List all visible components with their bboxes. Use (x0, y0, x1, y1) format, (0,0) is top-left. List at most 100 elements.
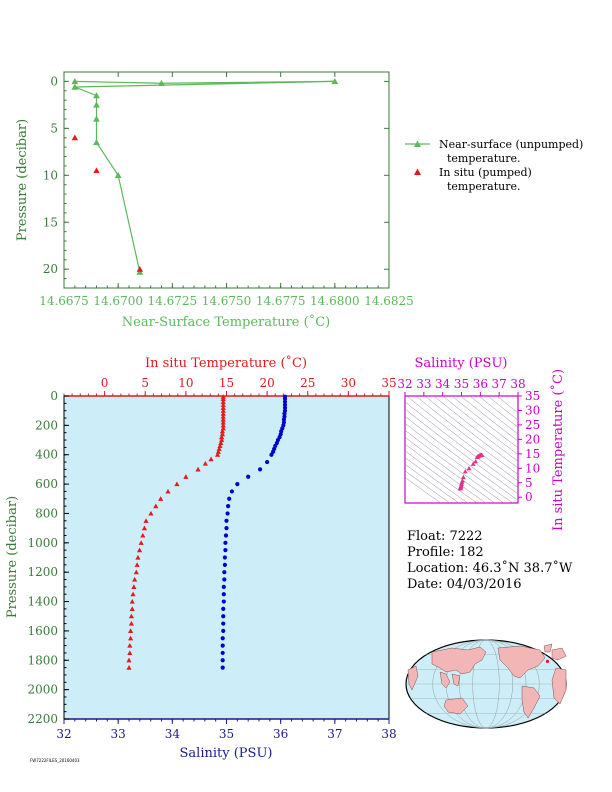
temperature-point (127, 642, 133, 648)
salinity-point (282, 402, 288, 407)
profile-salinity-tick-label: 37 (327, 727, 342, 741)
ts-isopycnal (405, 450, 478, 503)
profile-y-tick-label: 800 (35, 506, 58, 520)
ts-x-tick-label: 34 (435, 377, 451, 391)
ts-isopycnal (405, 470, 451, 503)
profile-y-tick-label: 2200 (27, 712, 58, 726)
map-land-greenland (543, 643, 553, 653)
ts-isopycnal (405, 415, 518, 501)
near-surface-x-tick-label: 14.6750 (202, 294, 252, 308)
ts-y-tick-label: 25 (525, 418, 540, 432)
temperature-point (183, 474, 189, 479)
ts-isopycnal (415, 396, 518, 475)
ts-isopycnal (424, 396, 518, 469)
temperature-point (216, 446, 222, 451)
profile-y-tick-label: 0 (50, 389, 58, 403)
salinity-point (221, 592, 226, 597)
temperature-point (130, 591, 136, 597)
salinity-point (221, 614, 226, 619)
salinity-point (220, 650, 225, 656)
salinity-point (223, 540, 228, 545)
ts-isopycnal (405, 457, 469, 503)
profile-salinity-tick-label: 36 (273, 727, 288, 741)
profile-temp-tick-label: 30 (341, 376, 356, 390)
temperature-point (128, 613, 135, 619)
temperature-point (131, 584, 137, 589)
salinity-point (282, 399, 288, 404)
near-surface-point (71, 83, 79, 90)
ts-y-tick-label: 35 (525, 389, 540, 403)
salinity-point (221, 584, 226, 589)
ts-isopycnal (406, 396, 518, 482)
ts-isopycnal (405, 401, 518, 488)
ts-y-tick-label: 20 (525, 432, 540, 446)
near-surface-x-tick-label: 14.6675 (39, 294, 89, 308)
temperature-point (132, 576, 138, 582)
profile-chart: 0 5 10 15 20 25 30 35 32 33 34 35 36 37 38 0 200 400 600… (5, 355, 397, 761)
ts-isopycnal (405, 436, 496, 503)
temperature-point (195, 466, 201, 472)
temperature-point (220, 422, 226, 428)
salinity-point (221, 628, 226, 634)
salinity-point (223, 533, 229, 538)
near-surface-plot-frame (63, 71, 390, 289)
in-situ-point (71, 134, 79, 141)
salinity-point (265, 459, 270, 465)
profile-temperature-axis-title: In situ Temperature (˚C) (145, 355, 307, 371)
float-location-dot (545, 659, 550, 663)
near-surface-y-tick-label: 0 (50, 74, 58, 88)
temperature-point (126, 657, 132, 663)
profile-date: Date: 04/03/2016 (407, 577, 522, 592)
temperature-point (218, 440, 224, 446)
salinity-point (220, 636, 225, 641)
temperature-point (214, 452, 221, 457)
salinity-point (221, 599, 226, 604)
temperature-point (141, 525, 148, 531)
profile-salinity-tick-label: 32 (56, 727, 71, 741)
salinity-point (221, 621, 226, 626)
ts-x-tick-label: 35 (454, 377, 469, 391)
near-surface-point (71, 77, 79, 85)
temperature-point (220, 419, 226, 425)
ts-x-tick-label: 33 (416, 377, 431, 391)
profile-temp-tick-label: 5 (141, 376, 149, 390)
salinity-point (222, 570, 227, 575)
map-continents (407, 643, 567, 719)
legend-in-situ-marker (414, 168, 421, 175)
map-meridian (432, 639, 540, 729)
legend-near-surface-label-1: Near-surface (unpumped) (439, 138, 583, 151)
ts-isopycnal (451, 396, 518, 449)
temperature-point (126, 665, 132, 670)
temperature-point (220, 396, 226, 402)
temperature-point (143, 518, 149, 523)
near-surface-legend: Near-surface (unpumped) temperature. In … (405, 138, 583, 193)
near-surface-point (158, 79, 165, 86)
near-surface-chart: 14.6675 14.6700 14.6725 14.6750 14.6775 14.68… (15, 71, 414, 330)
temperature-point (219, 428, 226, 434)
near-surface-series-line (74, 80, 335, 273)
salinity-point (282, 411, 287, 416)
in-situ-point (136, 266, 144, 272)
ts-x-tick-label: 32 (397, 377, 412, 391)
profile-temp-tick-label: 15 (219, 376, 234, 390)
profile-temp-tick-label: 0 (101, 376, 109, 390)
profile-temp-tick-label: 10 (178, 376, 193, 390)
profile-y-tick-label: 1400 (27, 595, 58, 609)
salinity-point (222, 577, 227, 582)
near-surface-x-tick-label: 14.6825 (364, 294, 414, 308)
temperature-point (219, 434, 225, 440)
temperature-point (220, 399, 226, 404)
salinity-point (226, 504, 231, 509)
temperature-point (219, 431, 226, 437)
temperature-point (138, 540, 144, 545)
footer-stamp: FW7222FILES_20160403 (30, 758, 80, 763)
ts-y-tick-label: 0 (525, 490, 533, 504)
profile-number: Profile: 182 (407, 545, 484, 560)
profile-salinity-axis-title: Salinity (PSU) (180, 746, 273, 761)
temperature-point (148, 510, 154, 516)
temperature-point (158, 496, 164, 501)
ts-isopycnal (405, 408, 518, 495)
temperature-point (136, 547, 143, 553)
ts-point (462, 469, 468, 474)
